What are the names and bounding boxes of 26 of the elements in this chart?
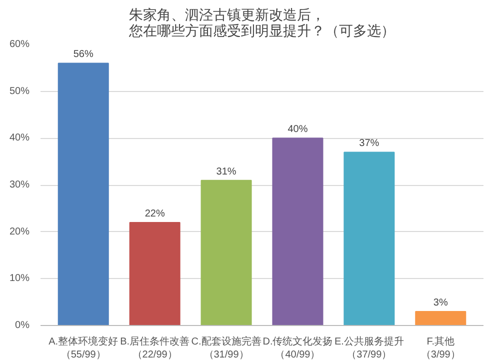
data-label: 40% [288,124,308,136]
x-tick-label: A.整体环境变好（55/99） [48,336,118,361]
data-label: 22% [144,208,165,220]
bar [415,310,466,326]
bar [272,138,324,326]
y-tick-label: 20% [9,226,30,238]
data-label: 31% [216,166,236,178]
bar [129,222,180,326]
y-tick-label: 30% [9,180,30,190]
x-tick-label: B.居住条件改善（22/99） [120,336,190,361]
y-tick-label: 50% [9,86,30,97]
y-tick-label: 0% [15,320,30,331]
data-label: 37% [359,138,380,150]
data-label: 56% [73,49,94,60]
x-tick-label: C.配套设施完善（31/99） [191,336,262,361]
data-label: 3% [433,297,448,308]
x-tick-label: D.传统文化发扬（40/99） [262,336,333,361]
y-tick-label: 10% [9,273,30,284]
chart-title: 朱家角、泗泾古镇更新改造后，您在哪些方面感受到明显提升？（可多选） [128,8,395,40]
bar [58,62,109,326]
y-tick-label: 60% [9,39,30,50]
x-tick-label: F.其他（3/99） [420,336,460,361]
y-tick-label: 40% [9,132,30,144]
bar [344,152,395,326]
bar [200,180,252,326]
x-tick-label: E.公共服务提升（37/99） [334,336,404,361]
